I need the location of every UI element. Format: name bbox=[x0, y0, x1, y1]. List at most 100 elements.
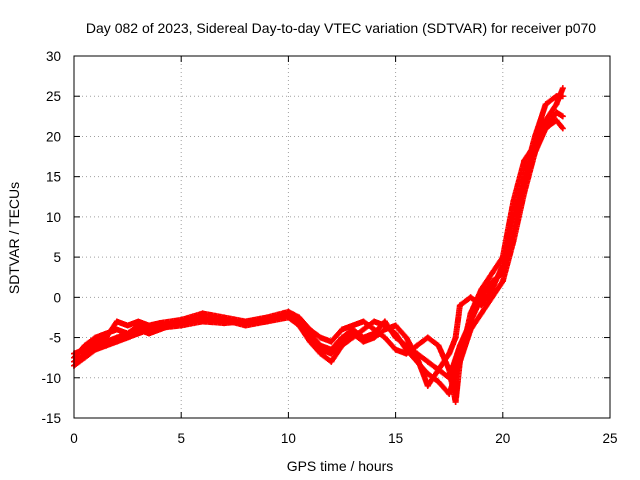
data-point bbox=[499, 278, 506, 285]
data-point bbox=[489, 270, 496, 277]
data-point bbox=[435, 342, 442, 349]
data-point bbox=[124, 322, 131, 329]
y-tick-label: 5 bbox=[53, 250, 61, 265]
data-point bbox=[392, 346, 399, 353]
x-tick-label: 5 bbox=[177, 431, 185, 446]
data-point bbox=[103, 342, 110, 349]
data-point bbox=[392, 330, 399, 337]
data-point bbox=[381, 334, 388, 341]
data-point bbox=[403, 350, 410, 357]
y-tick-label: 25 bbox=[46, 89, 61, 104]
data-point bbox=[221, 320, 228, 327]
data-point bbox=[499, 270, 506, 277]
data-point bbox=[81, 346, 88, 353]
data-point bbox=[452, 334, 459, 341]
plot-frame bbox=[73, 55, 611, 419]
data-point bbox=[435, 366, 442, 373]
data-point bbox=[92, 338, 99, 345]
data-point bbox=[489, 294, 496, 301]
data-point bbox=[178, 322, 185, 329]
y-tick-label: 10 bbox=[46, 210, 61, 225]
data-point bbox=[510, 229, 517, 236]
data-point bbox=[521, 157, 528, 164]
data-point bbox=[381, 326, 388, 333]
data-point bbox=[542, 101, 549, 108]
data-point bbox=[317, 346, 324, 353]
y-tick-label: 15 bbox=[46, 170, 61, 185]
data-point bbox=[242, 318, 249, 325]
data-point bbox=[328, 350, 335, 357]
data-point bbox=[339, 326, 345, 333]
data-point bbox=[328, 338, 335, 345]
data-point bbox=[81, 354, 88, 361]
data-point bbox=[403, 334, 410, 341]
data-point bbox=[178, 316, 185, 323]
data-point bbox=[467, 294, 474, 301]
data-point bbox=[371, 318, 378, 325]
data-point bbox=[456, 302, 463, 309]
data-point bbox=[542, 117, 549, 124]
data-point bbox=[306, 334, 313, 341]
data-point bbox=[263, 316, 270, 323]
data-point bbox=[113, 318, 120, 325]
data-point bbox=[446, 374, 453, 381]
data-point bbox=[446, 350, 453, 357]
data-point bbox=[478, 294, 485, 301]
x-tick-label: 15 bbox=[388, 431, 403, 446]
data-point bbox=[559, 113, 566, 120]
data-point bbox=[414, 342, 421, 349]
data-point bbox=[360, 326, 367, 333]
data-point bbox=[446, 390, 453, 397]
data-point bbox=[103, 334, 110, 341]
data-point bbox=[371, 334, 378, 341]
data-point bbox=[414, 354, 421, 361]
data-point bbox=[285, 312, 292, 319]
x-tick-label: 20 bbox=[495, 431, 510, 446]
data-point bbox=[113, 338, 120, 345]
data-point bbox=[371, 326, 378, 333]
data-point bbox=[424, 382, 431, 389]
data-point bbox=[521, 181, 528, 188]
data-point bbox=[553, 101, 560, 108]
y-tick-label: 30 bbox=[46, 49, 61, 64]
data-point bbox=[349, 330, 356, 337]
data-point bbox=[452, 398, 459, 405]
data-point bbox=[92, 346, 99, 353]
data-point bbox=[317, 334, 324, 341]
chart-title: Day 082 of 2023, Sidereal Day-to-day VTE… bbox=[86, 20, 596, 36]
y-tick-label: 0 bbox=[53, 290, 61, 305]
data-point bbox=[156, 320, 163, 327]
data-point bbox=[339, 338, 345, 345]
data-point bbox=[510, 197, 517, 204]
data-point bbox=[456, 342, 463, 349]
data-point bbox=[559, 125, 566, 132]
data-point bbox=[360, 318, 367, 325]
data-point bbox=[559, 85, 566, 92]
data-point bbox=[135, 330, 142, 337]
data-point bbox=[328, 358, 335, 365]
data-point bbox=[424, 358, 431, 365]
data-point bbox=[360, 338, 367, 345]
y-axis-label: SDTVAR / TECUs bbox=[6, 182, 22, 294]
data-point bbox=[467, 318, 474, 325]
y-tick-label: -10 bbox=[41, 371, 61, 386]
data-point bbox=[531, 141, 538, 148]
data-point bbox=[553, 117, 560, 124]
x-tick-label: 0 bbox=[70, 431, 78, 446]
x-axis-label: GPS time / hours bbox=[287, 458, 394, 474]
x-tick-label: 25 bbox=[602, 431, 617, 446]
y-tick-label: 20 bbox=[46, 129, 61, 144]
data-point bbox=[489, 278, 496, 285]
data-point bbox=[199, 310, 206, 317]
x-tick-label: 10 bbox=[281, 431, 296, 446]
data-point bbox=[199, 318, 206, 325]
y-tick-label: -15 bbox=[41, 411, 61, 426]
data-point bbox=[146, 322, 153, 329]
data-point bbox=[478, 310, 485, 317]
data-point bbox=[296, 318, 303, 325]
data-point bbox=[435, 378, 442, 385]
data-point bbox=[124, 334, 131, 341]
